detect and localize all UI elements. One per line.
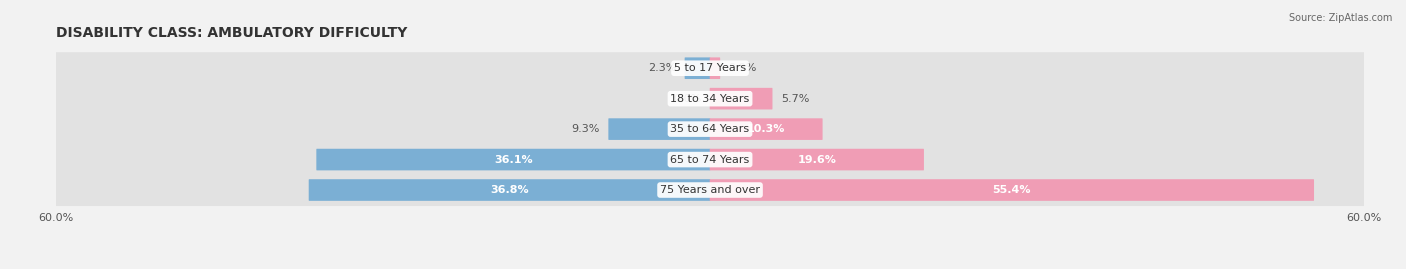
FancyBboxPatch shape: [710, 88, 772, 109]
FancyBboxPatch shape: [56, 144, 1364, 176]
Text: 9.3%: 9.3%: [572, 124, 600, 134]
FancyBboxPatch shape: [56, 113, 1364, 145]
FancyBboxPatch shape: [685, 57, 710, 79]
FancyBboxPatch shape: [316, 149, 710, 170]
Text: 0.0%: 0.0%: [673, 94, 702, 104]
Text: 36.1%: 36.1%: [494, 155, 533, 165]
FancyBboxPatch shape: [710, 57, 720, 79]
FancyBboxPatch shape: [309, 179, 710, 201]
FancyBboxPatch shape: [56, 52, 1364, 84]
Text: Source: ZipAtlas.com: Source: ZipAtlas.com: [1288, 13, 1392, 23]
FancyBboxPatch shape: [710, 118, 823, 140]
FancyBboxPatch shape: [56, 83, 1364, 115]
Text: 5.7%: 5.7%: [780, 94, 810, 104]
FancyBboxPatch shape: [56, 174, 1364, 206]
Text: 75 Years and over: 75 Years and over: [659, 185, 761, 195]
Text: 19.6%: 19.6%: [797, 155, 837, 165]
FancyBboxPatch shape: [609, 118, 710, 140]
Text: 5 to 17 Years: 5 to 17 Years: [673, 63, 747, 73]
Text: 2.3%: 2.3%: [648, 63, 676, 73]
Text: 10.3%: 10.3%: [747, 124, 786, 134]
Text: 36.8%: 36.8%: [491, 185, 529, 195]
Text: 18 to 34 Years: 18 to 34 Years: [671, 94, 749, 104]
Text: 35 to 64 Years: 35 to 64 Years: [671, 124, 749, 134]
Text: 65 to 74 Years: 65 to 74 Years: [671, 155, 749, 165]
Text: 0.9%: 0.9%: [728, 63, 756, 73]
Text: 55.4%: 55.4%: [993, 185, 1031, 195]
FancyBboxPatch shape: [710, 149, 924, 170]
Text: DISABILITY CLASS: AMBULATORY DIFFICULTY: DISABILITY CLASS: AMBULATORY DIFFICULTY: [56, 26, 408, 40]
FancyBboxPatch shape: [710, 179, 1315, 201]
